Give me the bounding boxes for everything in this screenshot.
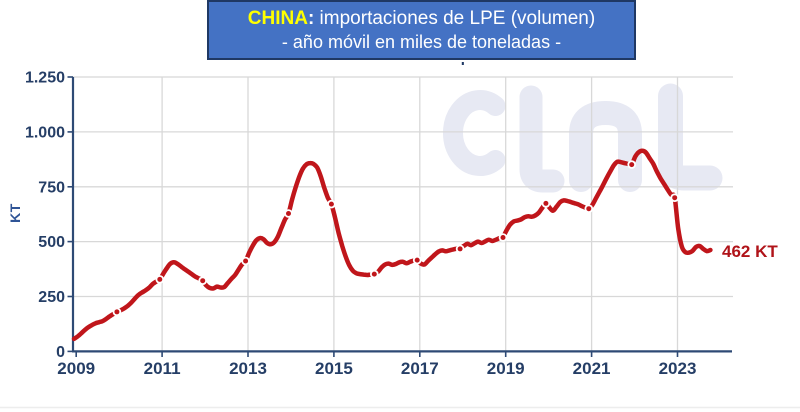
- svg-text:2015: 2015: [315, 359, 353, 378]
- svg-text:750: 750: [38, 179, 65, 196]
- svg-text:1.000: 1.000: [25, 124, 65, 141]
- svg-text:2009: 2009: [57, 359, 95, 378]
- svg-text:2011: 2011: [144, 359, 181, 378]
- svg-text:500: 500: [38, 234, 65, 251]
- svg-text:0: 0: [56, 344, 65, 361]
- svg-text:2017: 2017: [401, 359, 439, 378]
- svg-text:2021: 2021: [573, 359, 611, 378]
- svg-text:2023: 2023: [659, 359, 697, 378]
- svg-text:1.250: 1.250: [25, 70, 65, 87]
- svg-text:250: 250: [38, 289, 65, 306]
- svg-text:2013: 2013: [229, 359, 267, 378]
- svg-text:2019: 2019: [487, 359, 525, 378]
